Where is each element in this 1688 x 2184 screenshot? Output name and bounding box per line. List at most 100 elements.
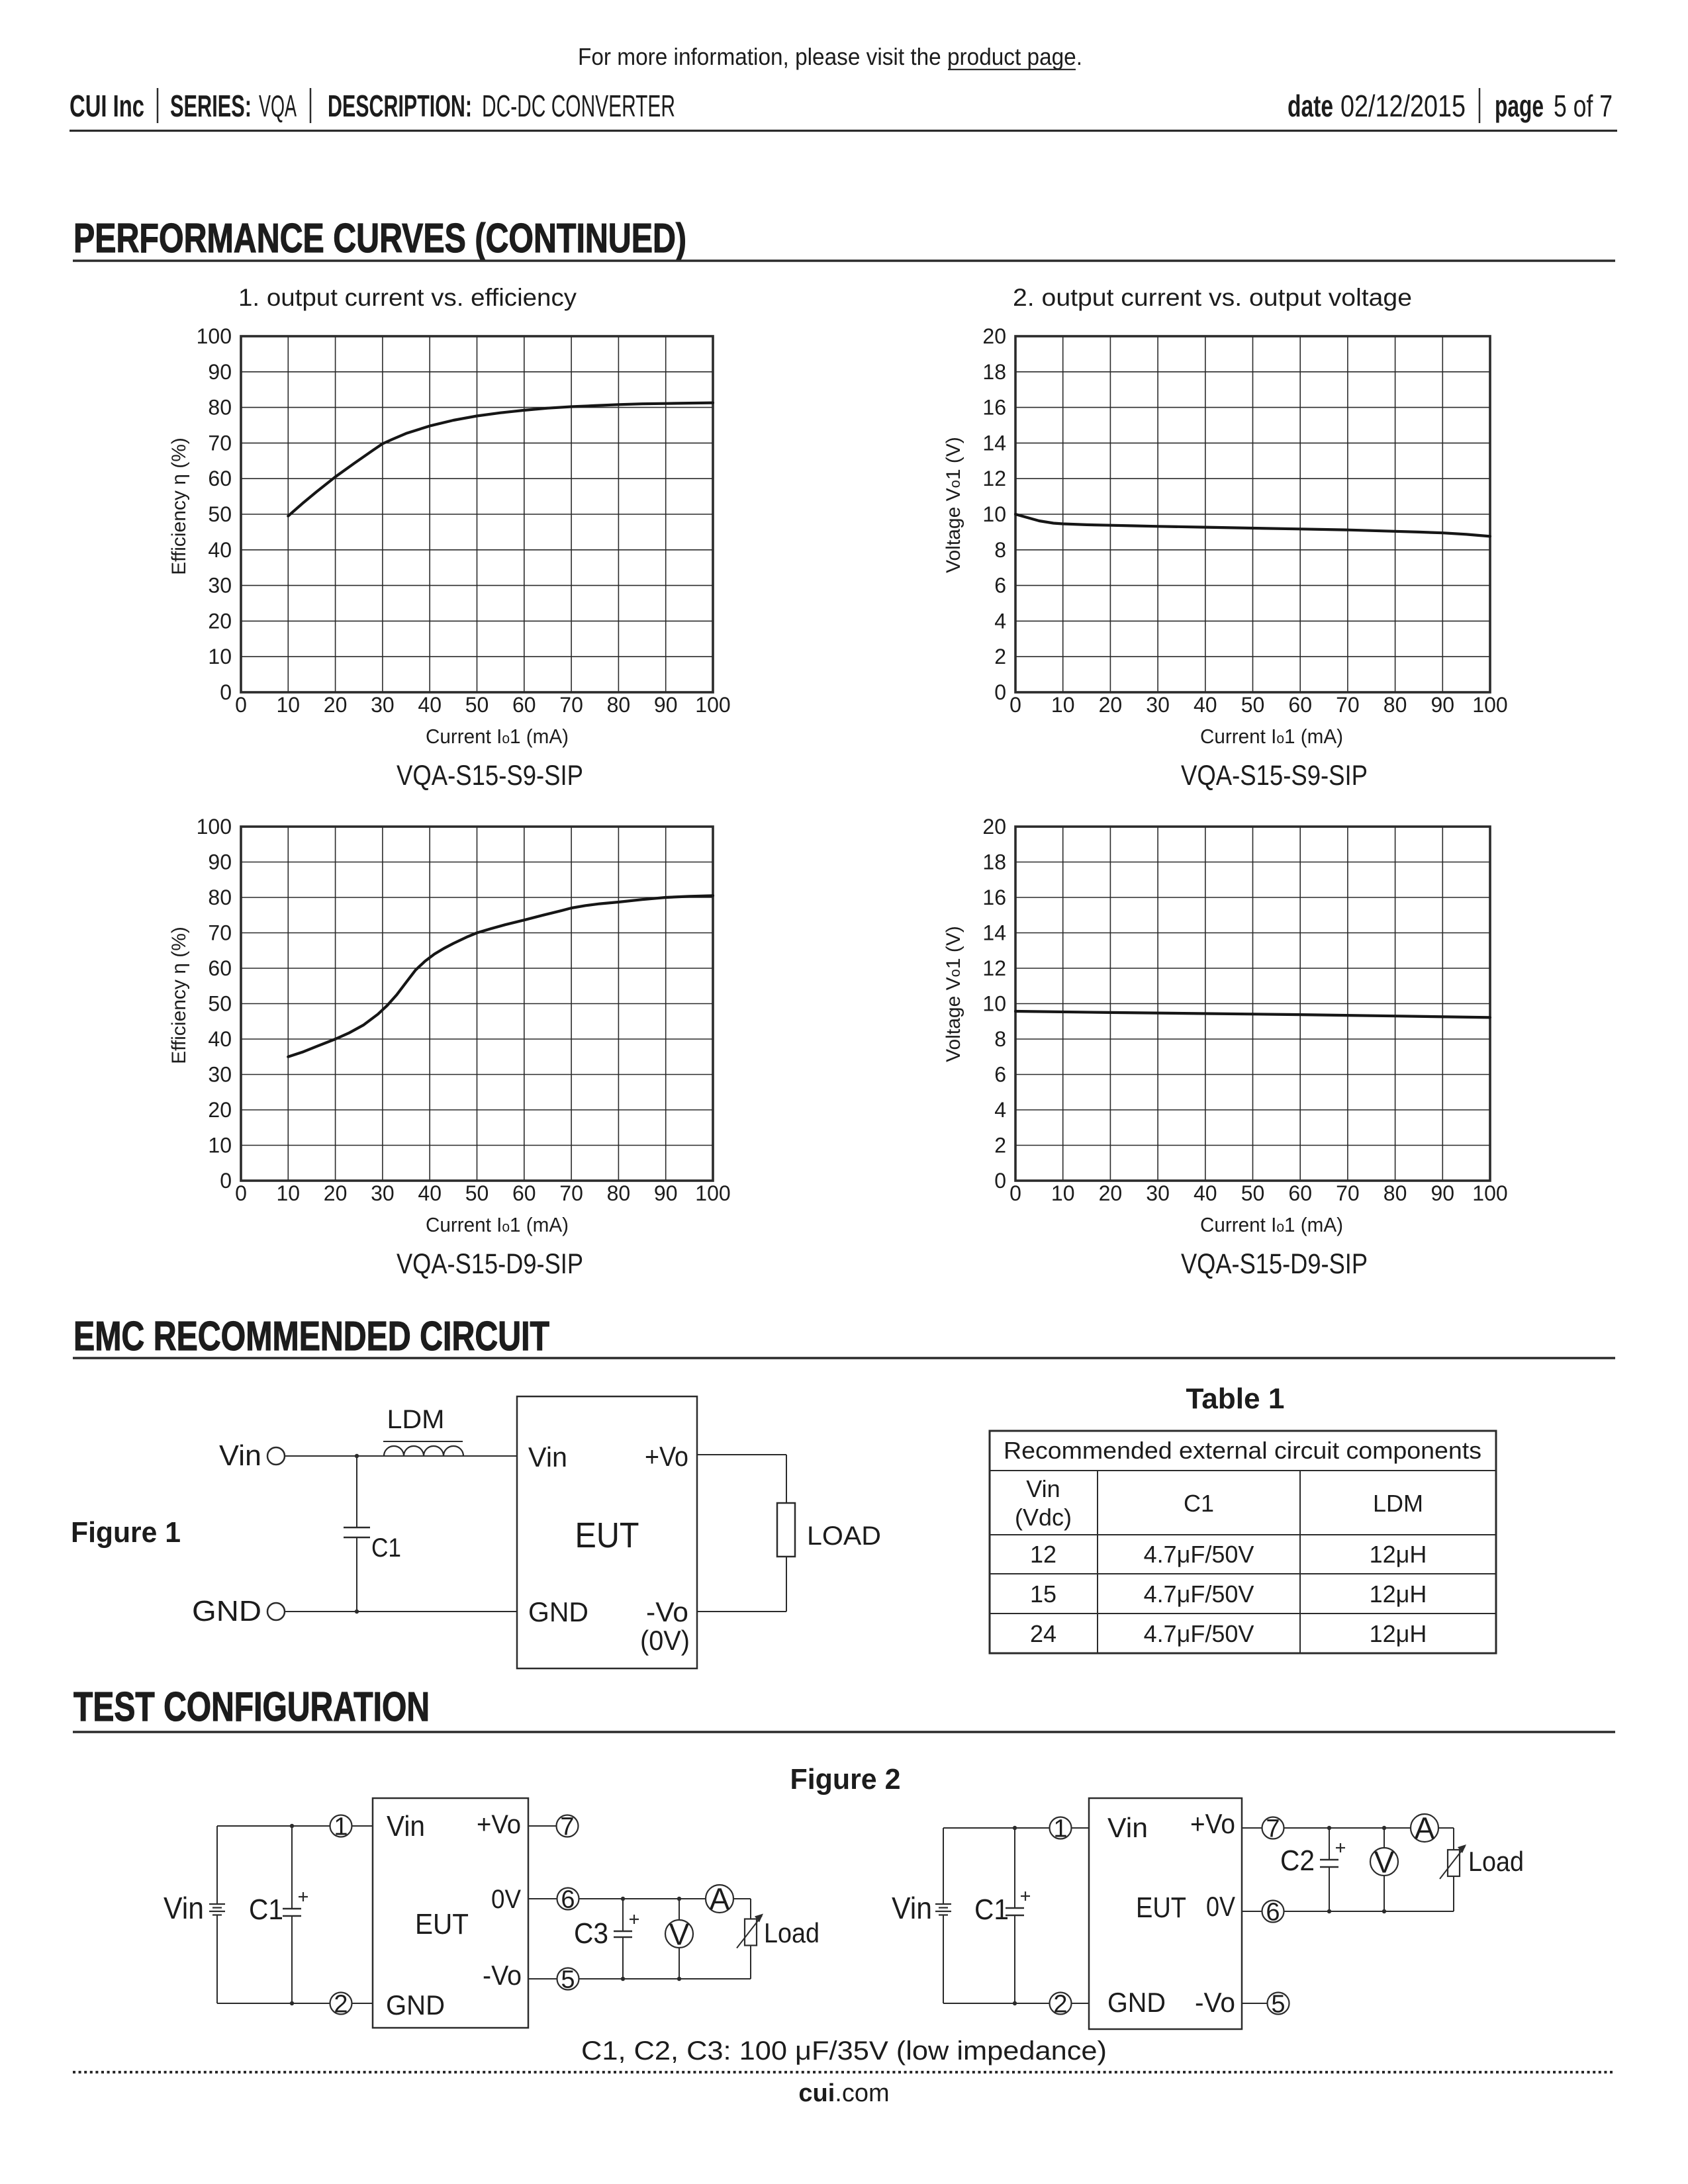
svg-text:Voltage Vo1 (V): Voltage Vo1 (V) [943,926,964,1062]
svg-text:70: 70 [1336,693,1360,717]
svg-text:30: 30 [371,1181,395,1205]
svg-text:60: 60 [208,956,232,980]
svg-text:0V: 0V [1206,1891,1235,1922]
svg-text:Figure 1: Figure 1 [71,1516,181,1549]
svg-text:100: 100 [1472,1181,1507,1205]
svg-text:0: 0 [220,680,232,704]
svg-text:GND: GND [192,1595,261,1627]
svg-text:Vin: Vin [1026,1475,1060,1502]
svg-text:-Vo: -Vo [1195,1987,1235,2018]
svg-text:100: 100 [695,1181,730,1205]
svg-text:CUI Inc: CUI Inc [70,89,144,123]
svg-text:60: 60 [1288,1181,1312,1205]
svg-text:7: 7 [560,1813,574,1841]
svg-text:C1: C1 [974,1893,1009,1926]
svg-text:60: 60 [1288,693,1312,717]
svg-text:90: 90 [208,360,232,384]
svg-text:10: 10 [1051,693,1075,717]
svg-text:12: 12 [982,467,1006,490]
svg-text:0: 0 [235,693,247,717]
svg-text:VQA-S15-D9-SIP: VQA-S15-D9-SIP [397,1248,583,1280]
svg-text:40: 40 [208,1027,232,1051]
svg-text:30: 30 [208,574,232,598]
svg-text:100: 100 [695,693,730,717]
svg-text:Vin: Vin [528,1441,567,1473]
svg-text:100: 100 [1472,693,1507,717]
svg-text:20: 20 [324,693,348,717]
svg-text:0V: 0V [491,1885,521,1914]
svg-text:Vin: Vin [892,1891,932,1925]
svg-text:6: 6 [561,1886,575,1914]
svg-text:10: 10 [277,693,301,717]
svg-text:C1: C1 [1184,1490,1214,1517]
svg-text:A: A [1415,1811,1435,1846]
svg-text:15: 15 [1030,1580,1056,1608]
svg-text:18: 18 [982,850,1006,874]
svg-text:+Vo: +Vo [477,1810,521,1839]
svg-text:0: 0 [1009,693,1021,717]
svg-text:40: 40 [1194,1181,1217,1205]
svg-text:12μH: 12μH [1370,1541,1427,1568]
svg-text:6: 6 [994,1063,1006,1087]
svg-text:14: 14 [982,431,1006,455]
svg-text:LDM: LDM [1373,1490,1423,1517]
svg-text:Load: Load [764,1917,820,1948]
svg-text:0: 0 [220,1169,232,1193]
svg-text:-Vo: -Vo [483,1960,522,1991]
svg-text:PERFORMANCE CURVES (CONTINUED): PERFORMANCE CURVES (CONTINUED) [73,216,686,261]
svg-text:20: 20 [208,1098,232,1122]
svg-text:50: 50 [1241,1181,1265,1205]
svg-text:2: 2 [994,645,1006,668]
svg-text:C2: C2 [1280,1844,1315,1877]
svg-text:30: 30 [1146,693,1170,717]
svg-text:cui.com: cui.com [798,2079,889,2107]
svg-text:date: date [1288,89,1333,123]
svg-text:Recommended external circuit c: Recommended external circuit components [1004,1437,1481,1464]
svg-text:70: 70 [559,1181,583,1205]
svg-text:8: 8 [994,1027,1006,1051]
svg-text:50: 50 [208,502,232,526]
svg-text:70: 70 [208,431,232,455]
svg-text:(0V): (0V) [640,1625,690,1656]
svg-text:6: 6 [994,574,1006,598]
svg-text:70: 70 [208,921,232,945]
svg-text:0: 0 [994,680,1006,704]
svg-text:60: 60 [512,693,536,717]
svg-text:16: 16 [982,886,1006,909]
svg-text:DESCRIPTION:: DESCRIPTION: [328,89,472,123]
svg-text:70: 70 [1336,1181,1360,1205]
svg-text:90: 90 [1431,1181,1455,1205]
svg-text:EUT: EUT [1136,1891,1186,1924]
svg-text:Vin: Vin [164,1891,204,1925]
svg-text:TEST CONFIGURATION: TEST CONFIGURATION [73,1684,430,1730]
svg-text:100: 100 [197,324,232,348]
svg-text:10: 10 [208,645,232,668]
svg-text:4: 4 [994,1098,1006,1122]
svg-text:12: 12 [1030,1541,1056,1568]
svg-text:EMC RECOMMENDED CIRCUIT: EMC RECOMMENDED CIRCUIT [73,1314,549,1359]
svg-text:GND: GND [1107,1987,1166,2018]
svg-text:14: 14 [982,921,1006,945]
svg-text:0: 0 [235,1181,247,1205]
svg-text:50: 50 [1241,693,1265,717]
svg-text:Vin: Vin [387,1810,425,1843]
svg-text:5: 5 [561,1966,575,1994]
svg-text:90: 90 [654,1181,678,1205]
svg-text:7: 7 [1266,1815,1280,1843]
svg-text:page: page [1495,89,1544,123]
svg-text:80: 80 [1383,693,1407,717]
svg-text:4: 4 [994,609,1006,633]
svg-text:2: 2 [334,1991,348,2019]
svg-text:0: 0 [994,1169,1006,1193]
svg-text:12μH: 12μH [1370,1620,1427,1647]
svg-text:C1: C1 [249,1893,283,1926]
svg-text:24: 24 [1030,1620,1056,1647]
svg-text:Figure 2: Figure 2 [790,1763,901,1796]
svg-text:For more information, please v: For more information, please visit the p… [578,43,1082,70]
svg-text:70: 70 [559,693,583,717]
svg-text:(Vdc): (Vdc) [1015,1504,1072,1531]
svg-text:100: 100 [197,815,232,839]
svg-text:LOAD: LOAD [807,1522,881,1551]
svg-text:20: 20 [208,609,232,633]
svg-text:A: A [710,1882,730,1917]
